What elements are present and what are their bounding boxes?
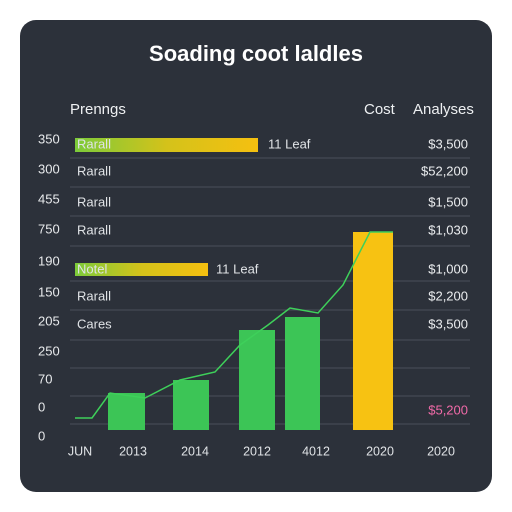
row-label: Rarall <box>77 163 111 178</box>
labels: 350 300 455 750 190 150 205 250 70 0 0 Rarall $3,500… <box>38 131 468 458</box>
x-label: 2012 <box>243 444 271 458</box>
axis-label: 250 <box>38 343 60 358</box>
title: Soading coot laldles <box>149 41 363 66</box>
row-note: 11 Leaf <box>268 136 311 151</box>
trend-line <box>75 231 393 419</box>
x-label: 4012 <box>302 444 330 458</box>
bars <box>108 232 393 430</box>
axis-label: 190 <box>38 253 60 268</box>
axis-label: 750 <box>38 221 60 236</box>
axis-label: 205 <box>38 313 60 328</box>
x-label: 2014 <box>181 444 209 458</box>
row-label: Rarall <box>77 136 111 151</box>
axis-label: 150 <box>38 284 60 299</box>
axis-label: 0 <box>38 428 45 443</box>
column-header: Cost <box>364 101 396 118</box>
column-header: Analyses <box>413 101 474 118</box>
row-label: Notel <box>77 261 107 276</box>
row-value: $3,500 <box>428 136 468 151</box>
x-label: 2013 <box>119 444 147 458</box>
row-value: $52,200 <box>421 163 468 178</box>
progress-bar <box>75 263 208 276</box>
row-label: Rarall <box>77 222 111 237</box>
row-value: $2,200 <box>428 288 468 303</box>
progress-bar <box>75 138 258 152</box>
row-value: $3,500 <box>428 316 468 331</box>
row-label: Rarall <box>77 194 111 209</box>
axis-label: 70 <box>38 371 52 386</box>
axis-label: 350 <box>38 131 60 146</box>
x-label: JUN <box>68 444 92 458</box>
axis-label: 455 <box>38 191 60 206</box>
row-value: $1,030 <box>428 222 468 237</box>
x-label: 2020 <box>366 444 394 458</box>
row-value: $1,500 <box>428 194 468 209</box>
row-value: $1,000 <box>428 261 468 276</box>
column-header: Prenngs <box>70 101 126 118</box>
row-label: Cares <box>77 316 112 331</box>
footer-value: $5,200 <box>428 402 468 417</box>
axis-label: 300 <box>38 161 60 176</box>
row-label: Rarall <box>77 288 111 303</box>
row-note: 11 Leaf <box>216 261 259 276</box>
axis-label: 0 <box>38 399 45 414</box>
x-label: 2020 <box>427 444 455 458</box>
